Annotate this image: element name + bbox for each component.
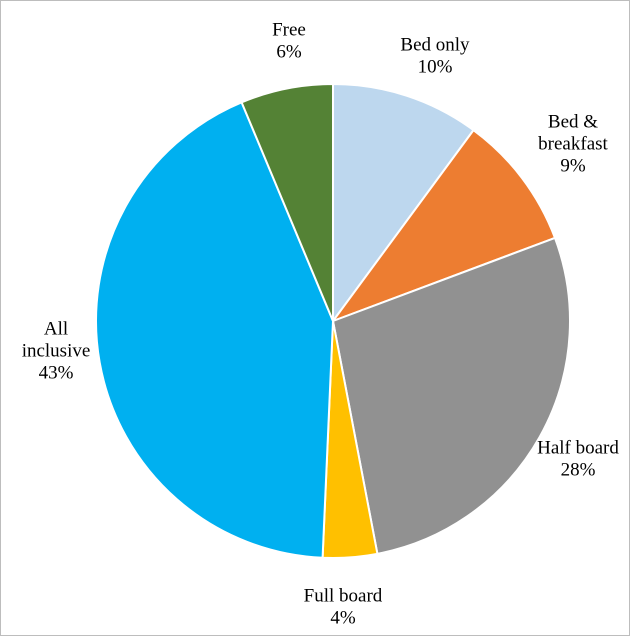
category-label: breakfast [538,134,608,155]
category-label: Half board [537,438,619,459]
percent-label: 43% [39,363,74,384]
category-label: Free [272,20,306,41]
pie-slice-bed-only [332,83,475,322]
category-label: Full board [304,586,383,607]
category-label: All [44,319,68,340]
pie-slice-free [240,83,334,322]
pie-slice-half-board [332,236,571,555]
pie-slice-bed-and-breakfast [332,129,556,322]
category-label: Bed only [400,35,470,56]
percent-label: 10% [418,57,453,78]
percent-label: 9% [560,156,586,177]
category-label: Bed & [548,112,598,133]
pie-slice-all-inclusive [95,101,334,559]
category-label: inclusive [22,341,91,362]
percent-label: 6% [276,42,302,63]
percent-label: 28% [561,460,596,481]
percent-label: 4% [330,608,356,629]
